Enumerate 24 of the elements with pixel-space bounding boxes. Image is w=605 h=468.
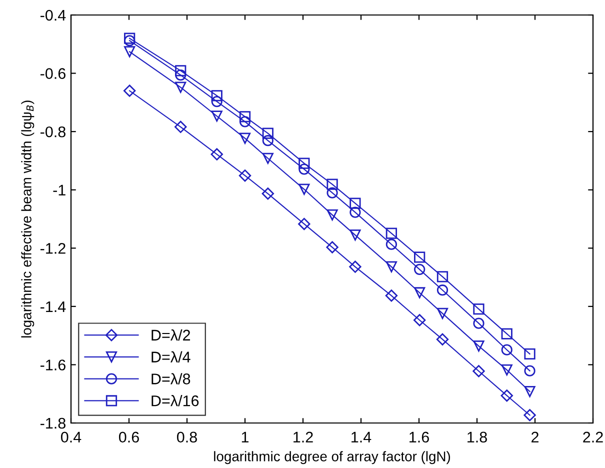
legend-label: D=λ/16 [152,395,199,406]
x-tick-label: 1.8 [468,432,487,443]
x-tick-label: 0.4 [60,432,82,443]
x-tick-label: 1.6 [410,432,429,443]
x-tick-label: 1 [242,432,249,442]
x-tick-label: 0.8 [176,432,197,443]
x-tick-label: 1.4 [352,432,372,442]
x-tick-label: 1.2 [294,432,313,442]
y-tick-label: -0.8 [40,126,66,138]
x-tick-label: 2.2 [583,432,603,442]
legend-label: D=λ/2 [152,329,190,341]
x-axis-title: logarithmic degree of array factor (lgN) [214,451,450,464]
y-tick-label: -0.6 [40,68,66,79]
y-tick-label: -1.8 [40,418,66,429]
y-tick-label: -1.6 [40,360,66,370]
legend-label: D=λ/4 [152,351,190,362]
y-tick-label: -1.4 [40,301,66,312]
y-tick-label: -1 [53,184,66,196]
x-tick-label: 2 [532,432,538,442]
x-tick-label: 0.6 [118,432,139,443]
y-axis-title: logarithmic effective beam width (lgψ$_{B}$) [21,100,34,338]
legend-label: D=λ/8 [152,373,190,384]
y-tick-label: -0.4 [40,10,66,21]
y-tick-label: -1.2 [40,243,66,254]
